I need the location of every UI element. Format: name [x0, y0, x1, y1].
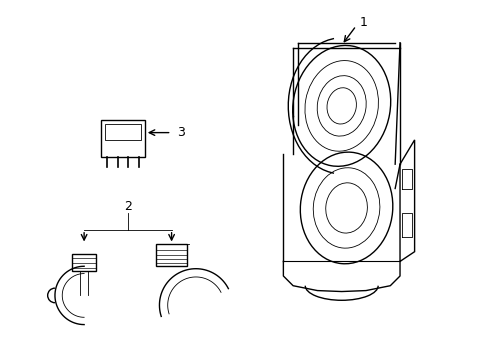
Text: 3: 3 [177, 126, 185, 139]
Text: 2: 2 [123, 201, 132, 213]
Text: 1: 1 [359, 16, 367, 29]
